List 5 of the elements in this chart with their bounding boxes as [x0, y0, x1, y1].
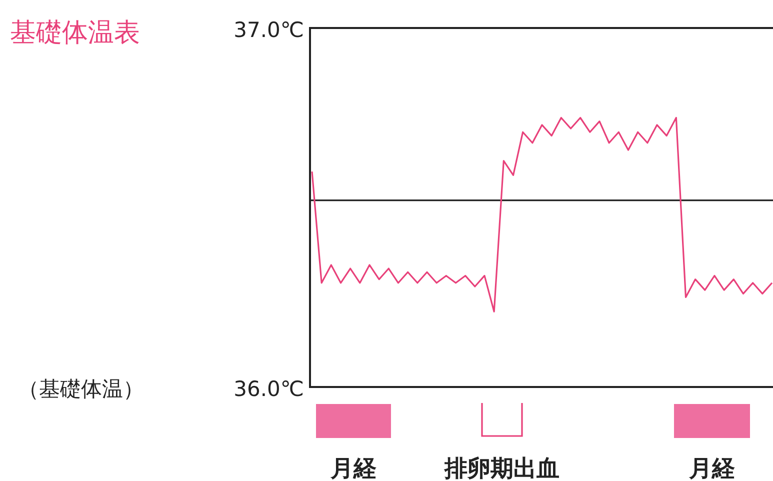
annotation: 月経 — [689, 456, 735, 481]
annotation: 排卵期出血 — [444, 456, 560, 481]
ylabel: （基礎体温） — [18, 377, 144, 401]
annotation: 月経 — [330, 456, 376, 481]
title: 基礎体温表 — [10, 18, 140, 48]
